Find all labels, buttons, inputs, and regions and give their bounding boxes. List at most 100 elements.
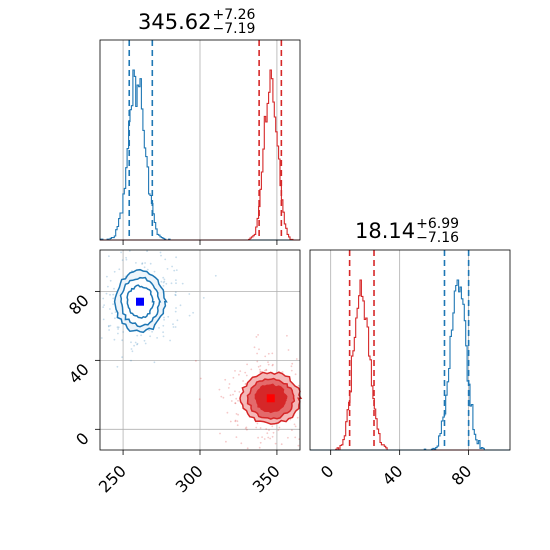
scatter-point	[175, 269, 178, 271]
scatter-point	[146, 268, 149, 271]
scatter-point	[235, 397, 238, 400]
top-left-title: 345.62 +7.26 −7.19	[138, 8, 255, 36]
scatter-point	[245, 374, 248, 377]
scatter-point	[169, 339, 172, 342]
scatter-point	[246, 428, 248, 431]
axes-frame	[309, 249, 511, 451]
scatter-point	[214, 274, 217, 277]
scatter-point	[199, 377, 202, 380]
scatter-point	[107, 325, 110, 327]
scatter-point	[255, 426, 258, 429]
scatter-point	[234, 402, 237, 404]
scatter-point	[297, 384, 300, 387]
scatter-point	[160, 280, 163, 283]
median-marker	[266, 394, 275, 403]
scatter-point	[259, 365, 262, 367]
scatter-point	[153, 270, 156, 273]
scatter-point	[220, 395, 223, 398]
scatter-point	[143, 339, 146, 342]
scatter-point	[294, 436, 297, 439]
scatter-point	[159, 251, 162, 254]
scatter-point	[133, 344, 136, 347]
scatter-point	[234, 370, 236, 372]
scatter-point	[258, 446, 261, 449]
scatter-point	[188, 314, 191, 317]
scatter-point	[290, 369, 293, 372]
scatter-point	[234, 420, 237, 423]
scatter-point	[257, 365, 260, 368]
scatter-point	[264, 355, 267, 358]
scatter-point	[112, 303, 114, 305]
scatter-point	[269, 437, 271, 440]
scatter-point	[259, 427, 262, 429]
scatter-point	[232, 393, 234, 396]
scatter-point	[198, 398, 201, 401]
scatter-point	[167, 315, 170, 318]
scatter-point	[188, 293, 191, 295]
x-tick-label: 80	[448, 461, 476, 489]
scatter-point	[166, 268, 169, 270]
scatter-point	[271, 364, 274, 367]
scatter-point	[149, 335, 152, 338]
scatter-point	[294, 425, 297, 428]
scatter-point	[202, 297, 205, 299]
scatter-point	[296, 416, 299, 419]
scatter-point	[222, 396, 225, 399]
scatter-point	[259, 441, 262, 444]
title-minus-error: −7.19	[212, 21, 256, 37]
scatter-point	[141, 262, 144, 265]
scatter-point	[226, 411, 229, 414]
scatter-point	[144, 342, 147, 345]
scatter-point	[117, 332, 119, 335]
scatter-point	[181, 282, 184, 285]
y-tick-label: 80	[65, 291, 93, 319]
title-plus-error: +6.99	[416, 216, 460, 232]
scatter-point	[109, 324, 112, 327]
bottom-right-title: 18.14 +6.99 −7.16	[355, 217, 459, 245]
scatter-point	[265, 428, 268, 430]
scatter-point	[109, 293, 111, 296]
scatter-point	[271, 435, 274, 438]
scatter-point	[162, 335, 165, 338]
scatter-point	[218, 388, 221, 391]
scatter-point	[172, 323, 174, 326]
scatter-point	[244, 383, 247, 385]
scatter-point	[116, 365, 119, 368]
scatter-point	[261, 436, 263, 438]
scatter-point	[112, 293, 115, 296]
scatter-point	[258, 348, 260, 351]
scatter-point	[287, 349, 290, 351]
scatter-point	[125, 258, 128, 261]
scatter-point	[109, 279, 112, 282]
scatter-point	[144, 262, 147, 264]
scatter-point	[108, 329, 110, 331]
median-marker	[136, 297, 144, 306]
scatter-point	[122, 331, 125, 333]
scatter-point	[234, 419, 237, 422]
title-value: 345.62	[138, 10, 212, 34]
scatter-point	[277, 429, 280, 431]
scatter-point	[267, 361, 269, 363]
scatter-point	[229, 394, 232, 397]
scatter-point	[225, 440, 227, 443]
scatter-point	[163, 316, 165, 319]
scatter-point	[287, 436, 289, 439]
title-minus-error: −7.16	[416, 230, 460, 246]
scatter-point	[274, 442, 277, 445]
scatter-point	[153, 361, 156, 364]
scatter-point	[146, 250, 149, 253]
scatter-point	[172, 326, 175, 328]
scatter-point	[246, 447, 249, 450]
scatter-point	[111, 312, 113, 315]
histogram-series-1	[310, 279, 510, 451]
scatter-point	[162, 324, 165, 327]
scatter-point	[174, 310, 177, 313]
scatter-point	[219, 432, 221, 435]
scatter-point	[271, 425, 274, 428]
scatter-point	[112, 297, 115, 300]
scatter-point	[297, 444, 300, 447]
scatter-point	[128, 250, 131, 252]
scatter-point	[162, 276, 165, 279]
scatter-point	[130, 348, 133, 350]
scatter-point	[175, 256, 178, 259]
